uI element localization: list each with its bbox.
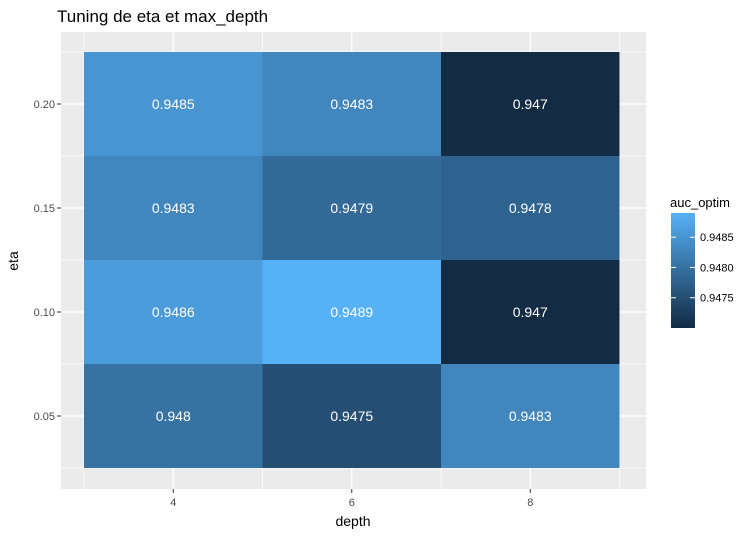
heatmap-cell (262, 52, 441, 156)
y-tick-label: 0.10 (34, 307, 55, 319)
cell-value-label: 0.947 (513, 304, 548, 320)
y-tick-label: 0.20 (34, 99, 55, 111)
cell-value-label: 0.9478 (509, 200, 552, 216)
heatmap-cell (262, 364, 441, 468)
heatmap-cell (441, 156, 620, 260)
heatmap-cell (441, 52, 620, 156)
legend: auc_optim 0.9475 0.9480 0.9485 (670, 195, 734, 328)
cell-value-label: 0.9485 (152, 96, 195, 112)
cell-value-label: 0.9483 (152, 200, 195, 216)
heatmap-cells (84, 52, 620, 468)
cell-value-label: 0.9475 (330, 408, 373, 424)
cell-value-label: 0.9479 (330, 200, 373, 216)
x-axis-title: depth (335, 513, 370, 529)
x-axis: 4 6 8 (170, 489, 533, 509)
cell-value-label: 0.9483 (330, 96, 373, 112)
chart-title: Tuning de eta et max_depth (57, 7, 268, 26)
heatmap-cell (84, 364, 263, 468)
heatmap-cell (84, 260, 263, 364)
cell-labels: 0.9485 0.9483 0.947 0.9483 0.9479 0.9478 0.948… (152, 96, 552, 424)
heatmap-cell (441, 260, 620, 364)
cell-value-label: 0.9489 (330, 304, 373, 320)
heatmap-cell (441, 364, 620, 468)
x-tick-label: 4 (170, 497, 176, 509)
x-tick-label: 8 (527, 497, 533, 509)
heatmap-cell (262, 260, 441, 364)
heatmap-cell (84, 156, 263, 260)
legend-tick-label: 0.9480 (700, 262, 734, 274)
legend-tick-label: 0.9475 (700, 293, 734, 305)
heatmap-cell (84, 52, 263, 156)
cell-value-label: 0.9486 (152, 304, 195, 320)
cell-value-label: 0.9483 (509, 408, 552, 424)
heatmap-cell (262, 156, 441, 260)
legend-title: auc_optim (670, 195, 730, 210)
x-tick-label: 6 (349, 497, 355, 509)
y-axis: 0.05 0.10 0.15 0.20 (34, 99, 61, 423)
y-tick-label: 0.05 (34, 411, 55, 423)
cell-value-label: 0.947 (513, 96, 548, 112)
legend-tick-label: 0.9485 (700, 232, 734, 244)
cell-value-label: 0.948 (156, 408, 191, 424)
legend-colorbar (671, 213, 695, 328)
y-tick-label: 0.15 (34, 203, 55, 215)
y-axis-title: eta (5, 251, 21, 271)
